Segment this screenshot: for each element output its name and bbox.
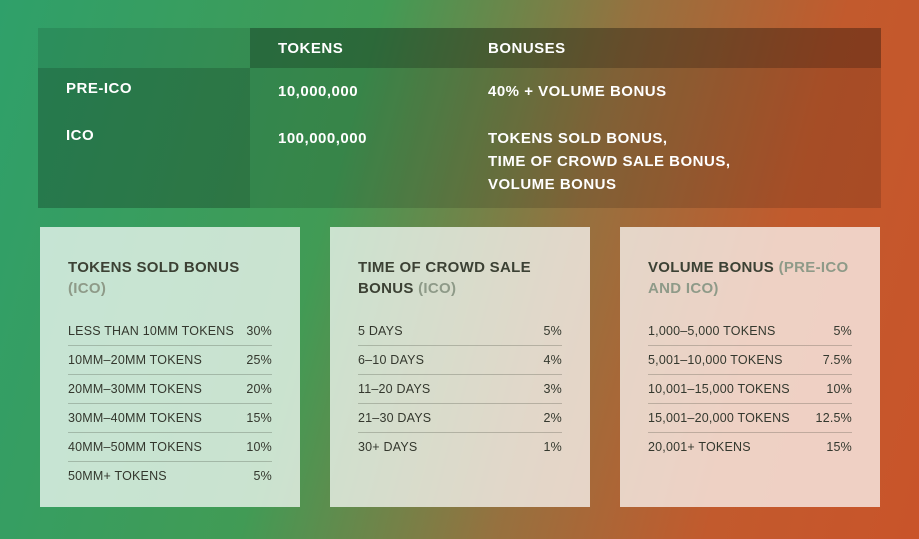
bonus-line: TIME OF CROWD SALE BONUS,	[488, 153, 731, 170]
bonus-row-label: 15,001–20,000 TOKENS	[648, 411, 790, 425]
bonus-row-value: 7.5%	[822, 353, 852, 367]
bonus-row-value: 3%	[543, 382, 562, 396]
table-cell-ico-tokens: 100,000,000	[250, 115, 460, 208]
bonus-row-label: 5,001–10,000 TOKENS	[648, 353, 783, 367]
bonus-card-tokens-sold: TOKENS SOLD BONUS (ICO) LESS THAN 10MM T…	[40, 227, 300, 507]
bonus-row-label: 40MM–50MM TOKENS	[68, 440, 203, 454]
bonus-row-value: 12.5%	[815, 411, 852, 425]
bonus-row: 30MM–40MM TOKENS 15%	[68, 404, 272, 433]
bonus-line: VOLUME BONUS	[488, 176, 617, 193]
bonus-row: 10MM–20MM TOKENS 25%	[68, 346, 272, 375]
card-title-note: (PRE-ICO AND ICO)	[648, 259, 849, 297]
bonus-row-label: 10MM–20MM TOKENS	[68, 353, 203, 367]
bonus-row-label: 30+ DAYS	[358, 440, 418, 454]
bonus-row: 1,000–5,000 TOKENS 5%	[648, 317, 852, 346]
bonus-row-label: 1,000–5,000 TOKENS	[648, 324, 776, 338]
bonus-card-volume: VOLUME BONUS (PRE-ICO AND ICO) 1,000–5,0…	[620, 227, 880, 507]
token-bonus-table: TOKENS BONUSES PRE-ICO 10,000,000 40% + …	[38, 28, 881, 208]
card-title: VOLUME BONUS (PRE-ICO AND ICO)	[648, 257, 852, 299]
bonus-row-value: 10%	[246, 440, 272, 454]
card-title: TIME OF CROWD SALE BONUS (ICO)	[358, 257, 550, 299]
bonus-row: 6–10 DAYS 4%	[358, 346, 562, 375]
bonus-row: 5 DAYS 5%	[358, 317, 562, 346]
bonus-row: 20MM–30MM TOKENS 20%	[68, 375, 272, 404]
bonus-row: 20,001+ TOKENS 15%	[648, 433, 852, 461]
table-cell-pre-ico-bonuses: 40% + VOLUME BONUS	[460, 68, 881, 115]
bonus-row: 5,001–10,000 TOKENS 7.5%	[648, 346, 852, 375]
table-row-label-ico: ICO	[38, 115, 250, 208]
bonus-row: LESS THAN 10MM TOKENS 30%	[68, 317, 272, 346]
bonus-row-label: LESS THAN 10MM TOKENS	[68, 324, 235, 338]
bonus-row-value: 15%	[246, 411, 272, 425]
bonus-row-label: 5 DAYS	[358, 324, 403, 338]
bonus-row: 40MM–50MM TOKENS 10%	[68, 433, 272, 462]
bonus-row: 10,001–15,000 TOKENS 10%	[648, 375, 852, 404]
bonus-row-label: 20,001+ TOKENS	[648, 440, 751, 454]
bonus-row: 30+ DAYS 1%	[358, 433, 562, 461]
bonus-row-value: 1%	[543, 440, 562, 454]
bonus-row-value: 4%	[543, 353, 562, 367]
bonus-row-label: 50MM+ TOKENS	[68, 469, 167, 483]
bonus-line: 40% + VOLUME BONUS	[488, 83, 667, 100]
table-row-label-pre-ico: PRE-ICO	[38, 68, 250, 115]
bonus-row-value: 25%	[246, 353, 272, 367]
card-title-text: TIME OF CROWD SALE BONUS	[358, 259, 531, 297]
bonus-row-label: 20MM–30MM TOKENS	[68, 382, 203, 396]
card-title: TOKENS SOLD BONUS (ICO)	[68, 257, 243, 299]
bonus-row-value: 30%	[246, 324, 272, 338]
bonus-line: TOKENS SOLD BONUS,	[488, 130, 668, 147]
bonus-row-label: 21–30 DAYS	[358, 411, 432, 425]
bonus-row: 50MM+ TOKENS 5%	[68, 462, 272, 490]
table-corner-cell	[38, 28, 250, 68]
bonus-row-label: 10,001–15,000 TOKENS	[648, 382, 790, 396]
table-cell-pre-ico-tokens: 10,000,000	[250, 68, 460, 115]
card-title-text: VOLUME BONUS	[648, 259, 775, 276]
card-rows: LESS THAN 10MM TOKENS 30% 10MM–20MM TOKEN…	[68, 317, 272, 490]
table-header-tokens: TOKENS	[250, 28, 460, 68]
card-rows: 5 DAYS 5% 6–10 DAYS 4% 11–20 DAYS 3% 21–30 …	[358, 317, 562, 461]
card-title-text: TOKENS SOLD BONUS	[68, 259, 240, 276]
bonus-row-value: 5%	[543, 324, 562, 338]
bonus-row-value: 2%	[543, 411, 562, 425]
bonus-row: 11–20 DAYS 3%	[358, 375, 562, 404]
bonus-row-label: 6–10 DAYS	[358, 353, 425, 367]
bonus-row-value: 5%	[833, 324, 852, 338]
card-rows: 1,000–5,000 TOKENS 5% 5,001–10,000 TOKENS…	[648, 317, 852, 461]
table-cell-ico-bonuses: TOKENS SOLD BONUS, TIME OF CROWD SALE BO…	[460, 115, 881, 208]
bonus-row-value: 10%	[826, 382, 852, 396]
bonus-row: 15,001–20,000 TOKENS 12.5%	[648, 404, 852, 433]
bonus-cards: TOKENS SOLD BONUS (ICO) LESS THAN 10MM T…	[40, 227, 880, 507]
card-title-note: (ICO)	[418, 280, 457, 297]
bonus-row-label: 30MM–40MM TOKENS	[68, 411, 203, 425]
bonus-row-value: 15%	[826, 440, 852, 454]
bonus-row: 21–30 DAYS 2%	[358, 404, 562, 433]
bonus-row-label: 11–20 DAYS	[358, 382, 431, 396]
bonus-row-value: 20%	[246, 382, 272, 396]
bonus-row-value: 5%	[253, 469, 272, 483]
bonus-card-crowd-sale-time: TIME OF CROWD SALE BONUS (ICO) 5 DAYS 5% …	[330, 227, 590, 507]
table-header-bonuses: BONUSES	[460, 28, 881, 68]
card-title-note: (ICO)	[68, 280, 107, 297]
